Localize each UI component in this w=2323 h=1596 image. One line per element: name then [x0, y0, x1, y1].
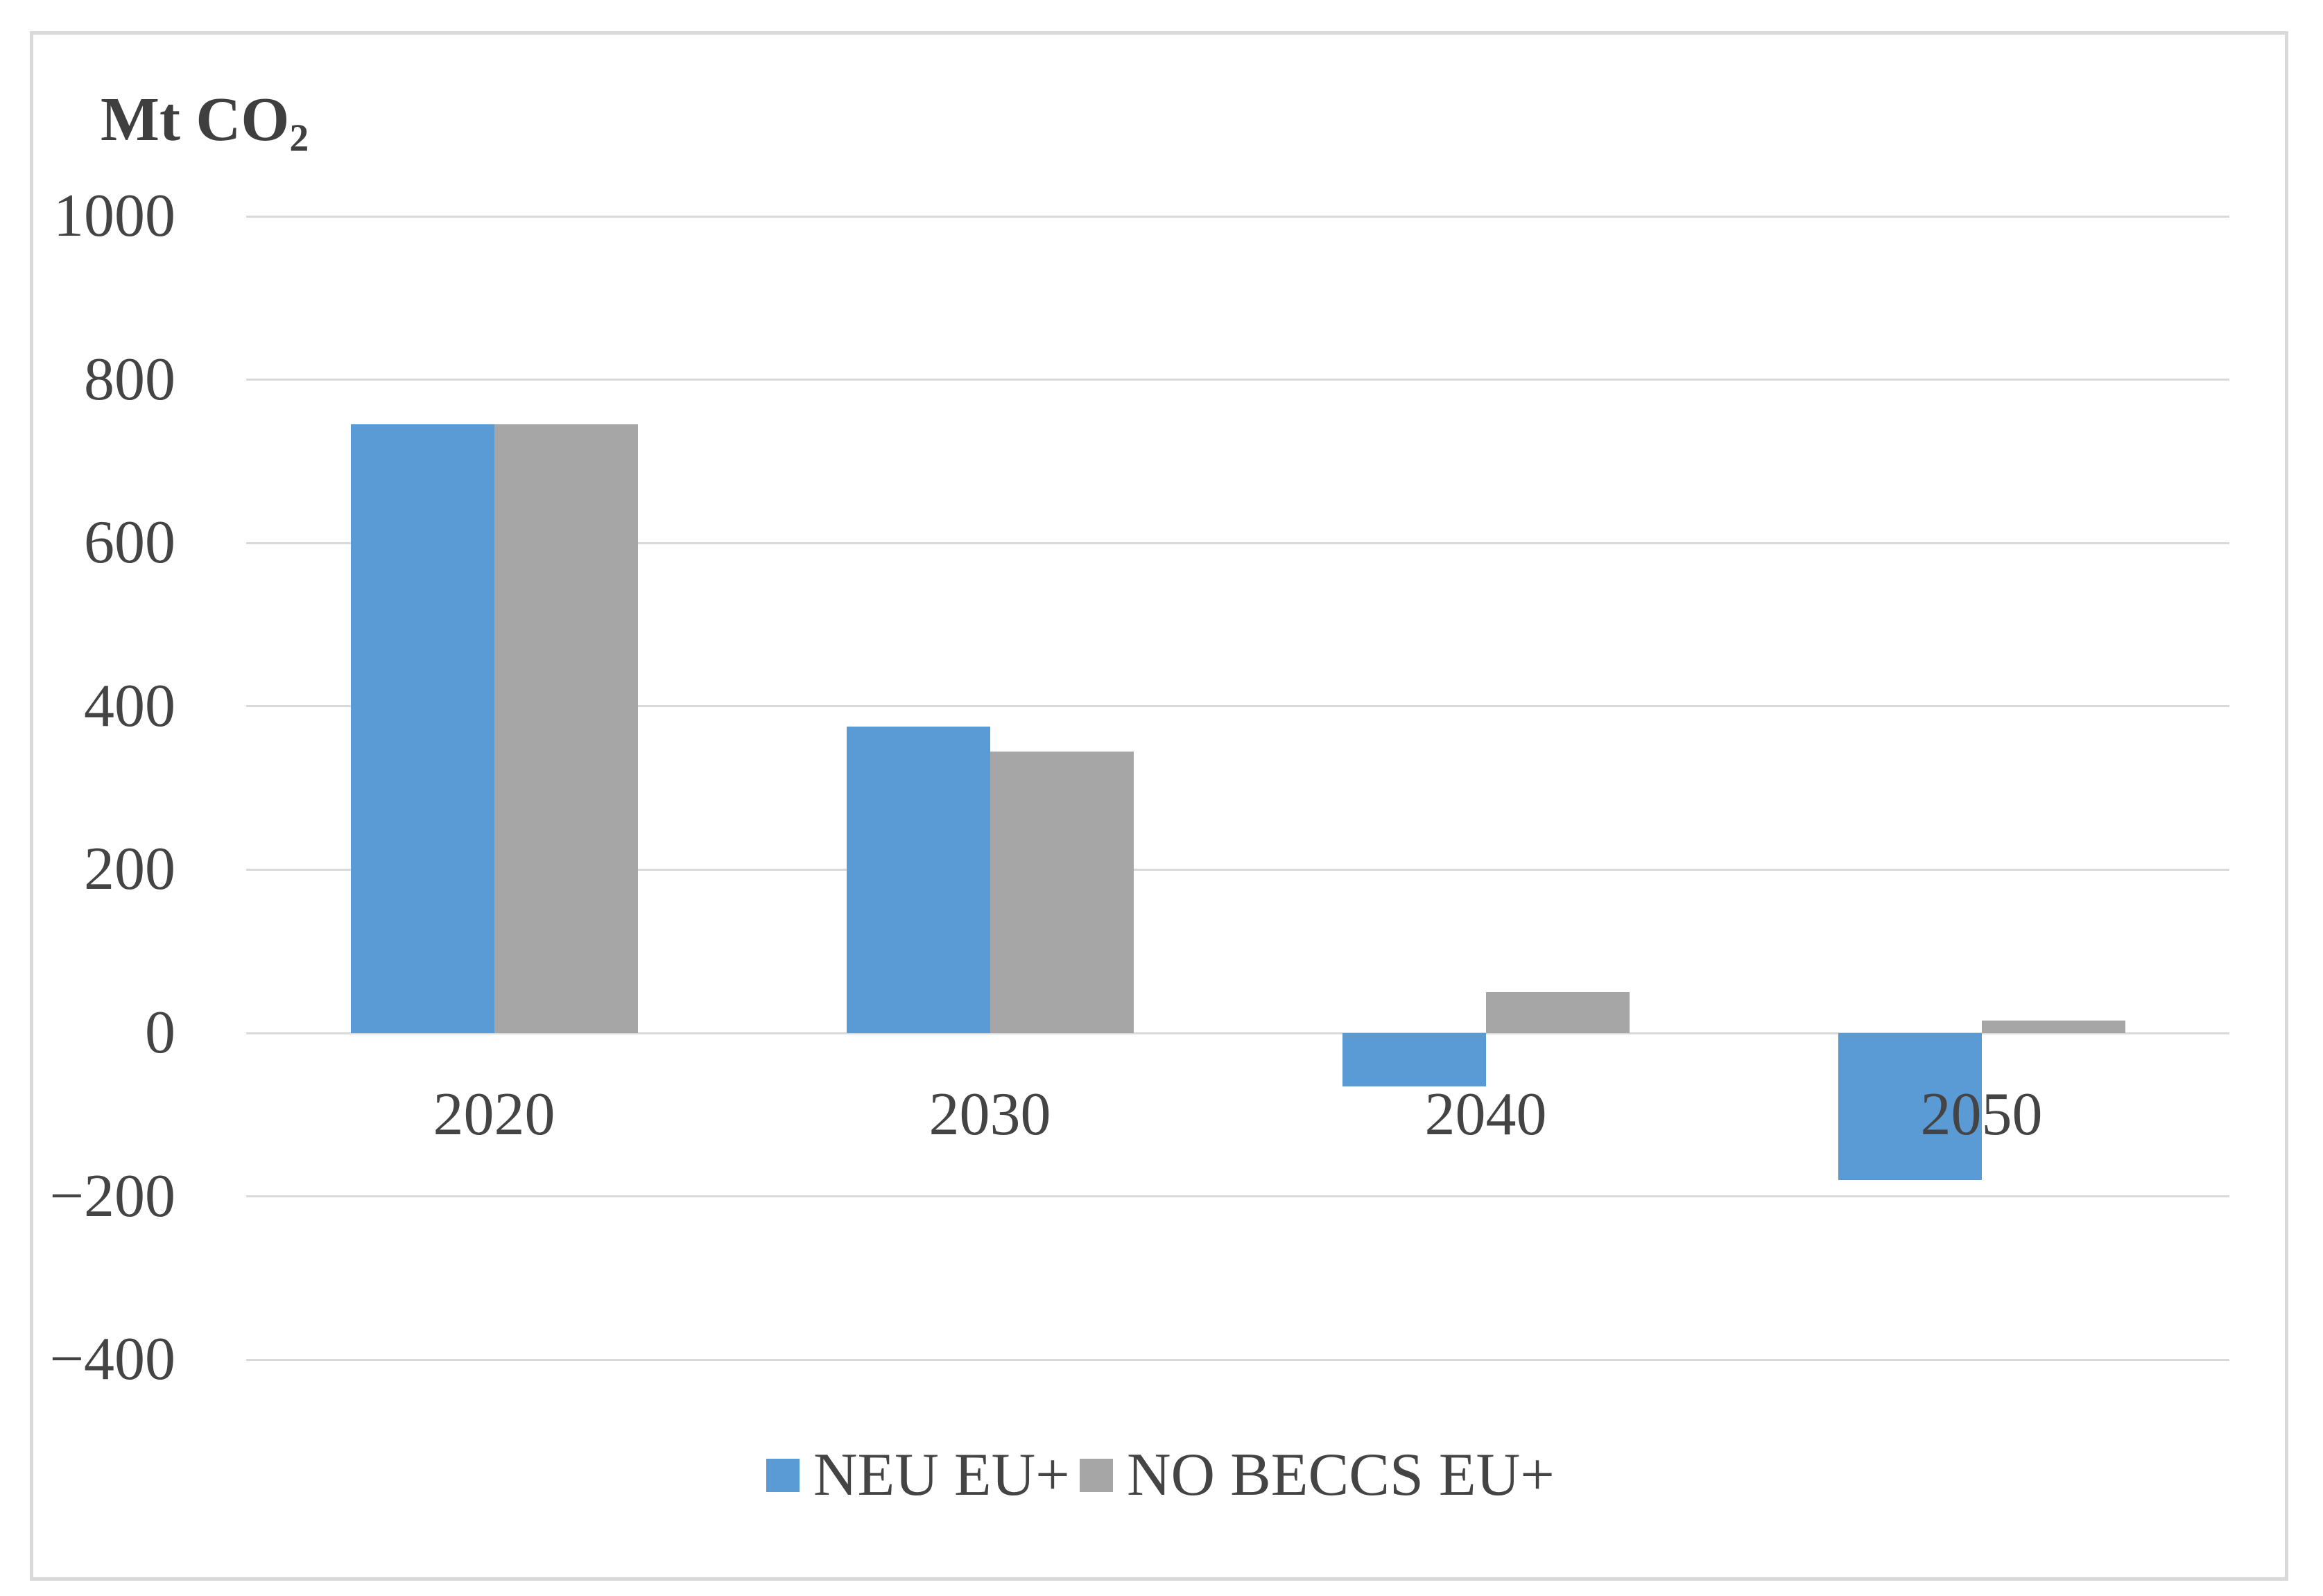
- bar-no-beccs-eu--2050: [1981, 1021, 2125, 1033]
- gridline-600: [246, 541, 2229, 544]
- y-tick-label-600: 600: [84, 509, 175, 577]
- bar-neu-eu--2040: [1342, 1033, 1486, 1086]
- legend-label: NEU EU+: [813, 1441, 1070, 1509]
- x-tick-label-2030: 2030: [929, 1081, 1051, 1148]
- legend-swatch-gray: [1080, 1459, 1113, 1492]
- axis-unit-title: Mt CO2: [101, 82, 309, 177]
- gridline--400: [246, 1358, 2229, 1361]
- legend-label: NO BECCS EU+: [1127, 1441, 1555, 1509]
- gridline-200: [246, 868, 2229, 871]
- y-tick-label-400: 400: [84, 672, 175, 740]
- x-tick-label-2050: 2050: [1920, 1081, 2043, 1148]
- y-tick-label--400: −400: [49, 1326, 175, 1394]
- y-tick-label-200: 200: [84, 835, 175, 903]
- axis-unit-title-subscript: 2: [289, 116, 309, 160]
- gridline-800: [246, 379, 2229, 381]
- bar-no-beccs-eu--2030: [990, 751, 1134, 1033]
- legend-swatch-blue: [766, 1459, 800, 1492]
- legend-item-no-beccs-eu: NO BECCS EU+: [1080, 1441, 1555, 1510]
- bar-no-beccs-eu--2040: [1485, 992, 1630, 1033]
- y-tick-label-1000: 1000: [53, 182, 175, 250]
- y-tick-label--200: −200: [49, 1162, 175, 1230]
- x-tick-label-2040: 2040: [1424, 1081, 1547, 1148]
- gridline-0: [246, 1032, 2229, 1034]
- bar-neu-eu--2030: [846, 727, 990, 1033]
- gridline-400: [246, 705, 2229, 708]
- y-tick-label-800: 800: [84, 345, 175, 413]
- axis-unit-title-main: Mt CO: [101, 85, 290, 154]
- y-tick-label-0: 0: [145, 999, 175, 1066]
- bar-neu-eu--2050: [1838, 1033, 1982, 1181]
- legend-item-neu-eu: NEU EU+: [766, 1441, 1070, 1510]
- x-tick-label-2020: 2020: [433, 1081, 555, 1148]
- gridline--200: [246, 1195, 2229, 1198]
- bar-no-beccs-eu--2020: [494, 424, 638, 1033]
- bar-neu-eu--2020: [350, 424, 494, 1033]
- gridline-1000: [246, 215, 2229, 218]
